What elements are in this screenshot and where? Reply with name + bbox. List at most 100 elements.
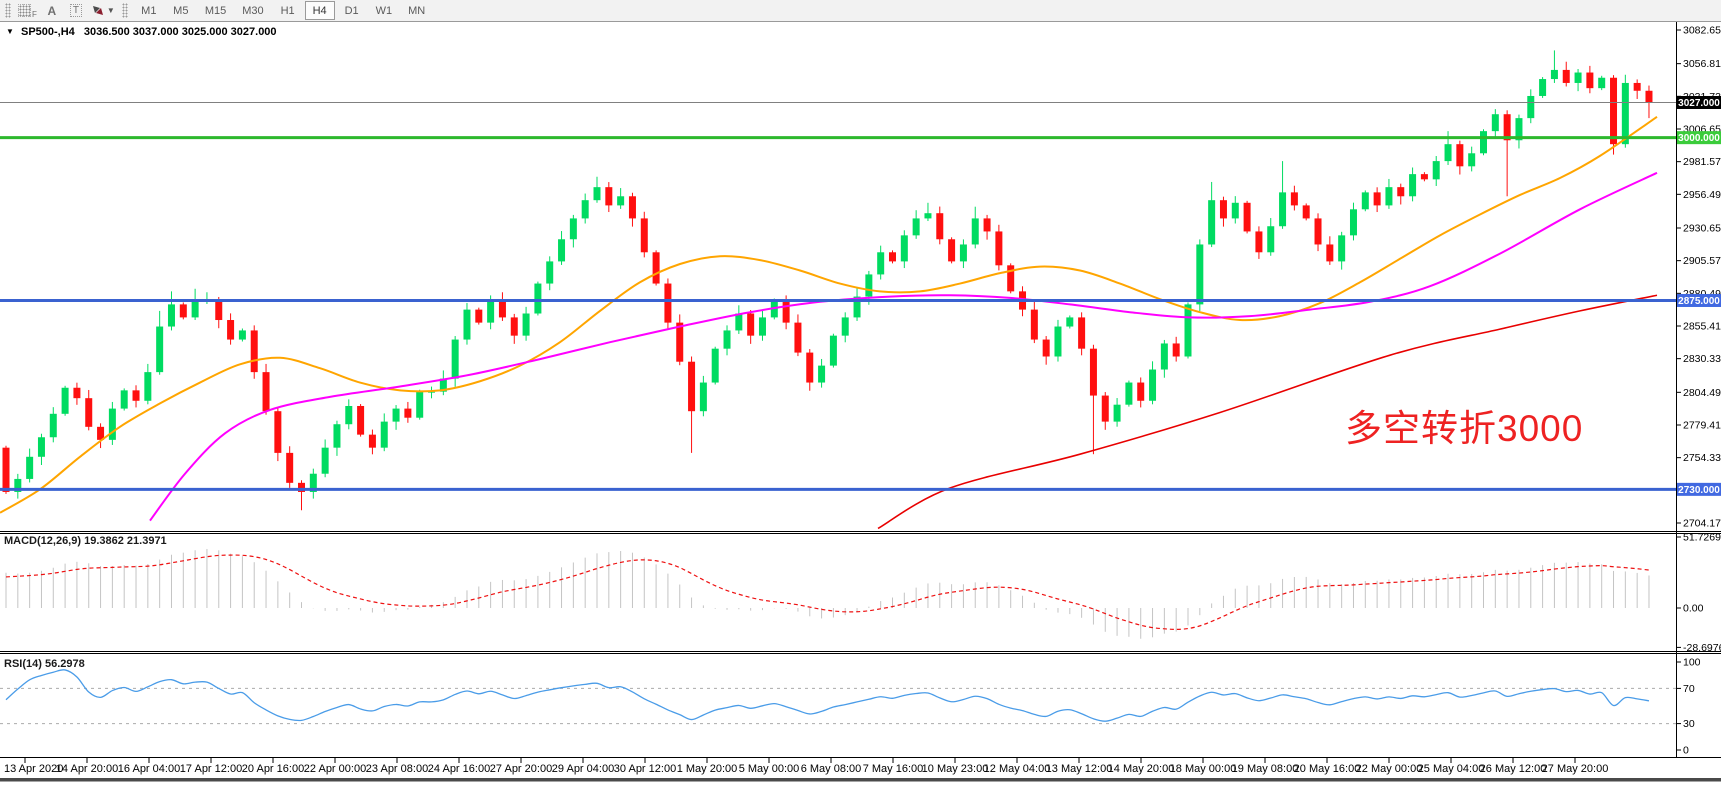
time-label: 10 May 23:00 <box>922 763 989 775</box>
candle <box>144 372 151 401</box>
ohlc-values: 3036.500 3037.000 3025.000 3027.000 <box>84 26 277 38</box>
candle <box>582 200 589 218</box>
candle <box>3 448 10 492</box>
timeframe-M30[interactable]: M30 <box>235 1 270 20</box>
candle <box>1409 174 1416 196</box>
price-tick-label: 2956.490 <box>1683 189 1721 201</box>
candle <box>333 424 340 447</box>
letter-a-glyph: A <box>48 4 57 18</box>
price-tick-label: 2930.650 <box>1683 222 1721 234</box>
candle <box>1374 192 1381 205</box>
candle <box>629 196 636 218</box>
candle <box>416 392 423 418</box>
time-label: 16 Apr 04:00 <box>118 763 180 775</box>
candle <box>1267 226 1274 252</box>
candle <box>617 196 624 205</box>
candle <box>1598 78 1605 88</box>
timeframe-D1[interactable]: D1 <box>337 1 367 20</box>
candle <box>523 314 530 336</box>
candle <box>1634 83 1641 91</box>
candle <box>1078 317 1085 348</box>
candle <box>452 340 459 379</box>
candle <box>865 274 872 296</box>
time-label: 20 May 16:00 <box>1294 763 1361 775</box>
rsi-indicator-label: RSI(14) 56.2978 <box>4 658 85 670</box>
candle <box>1338 235 1345 261</box>
candle <box>1350 209 1357 235</box>
price-badge-label: 2875.000 <box>1678 296 1720 307</box>
price-badge-label: 3027.000 <box>1678 98 1720 109</box>
candle <box>227 320 234 340</box>
time-label: 1 May 20:00 <box>677 763 738 775</box>
candle <box>239 330 246 339</box>
candle <box>806 353 813 383</box>
candle <box>1539 79 1546 96</box>
cycle-arrows-icon[interactable]: ▼ <box>89 1 117 20</box>
candle <box>546 261 553 283</box>
candle <box>830 336 837 366</box>
toolbar-drag-handle[interactable] <box>5 3 11 18</box>
candle <box>168 304 175 326</box>
indicator-grid-icon[interactable]: F <box>16 1 39 20</box>
candle <box>948 239 955 261</box>
chart-window[interactable]: 3082.6503056.8103031.7303006.6502981.570… <box>0 22 1721 783</box>
timeframe-M1[interactable]: M1 <box>134 1 164 20</box>
timeframe-drag-handle[interactable] <box>122 3 128 18</box>
candle <box>877 252 884 274</box>
candle <box>357 406 364 435</box>
candle <box>735 314 742 331</box>
candle <box>133 390 140 400</box>
price-tick-label: 2779.410 <box>1683 419 1721 431</box>
text-label-icon[interactable]: A <box>41 1 63 20</box>
grid-f-label: F <box>32 10 37 19</box>
candle <box>286 453 293 483</box>
timeframe-W1[interactable]: W1 <box>369 1 400 20</box>
timeframe-MN[interactable]: MN <box>401 1 432 20</box>
candle <box>1433 161 1440 179</box>
timeframe-H4[interactable]: H4 <box>305 1 335 20</box>
candle <box>26 457 33 479</box>
candle <box>641 218 648 252</box>
price-tick-label: 3056.810 <box>1683 58 1721 70</box>
macd-name: MACD(12,26,9) <box>4 535 81 547</box>
candle <box>676 323 683 362</box>
candle <box>1220 200 1227 218</box>
candle <box>1527 96 1534 118</box>
collapse-arrow-icon[interactable]: ▼ <box>6 27 14 36</box>
time-label: 14 Apr 20:00 <box>56 763 118 775</box>
candle <box>1303 205 1310 218</box>
time-label: 22 May 00:00 <box>1356 763 1423 775</box>
candle <box>1291 192 1298 205</box>
timeframe-M5[interactable]: M5 <box>166 1 196 20</box>
candle <box>1445 144 1452 161</box>
candle <box>1563 70 1570 83</box>
price-tick-label: 2855.410 <box>1683 320 1721 332</box>
candle <box>842 317 849 335</box>
time-label: 26 May 12:00 <box>1480 763 1547 775</box>
time-label: 19 May 08:00 <box>1232 763 1299 775</box>
candle <box>1137 383 1144 401</box>
time-label: 20 Apr 16:00 <box>242 763 304 775</box>
text-box-icon[interactable]: T <box>65 1 87 20</box>
candle <box>1043 340 1050 357</box>
timeframe-H1[interactable]: H1 <box>273 1 303 20</box>
macd-indicator-label: MACD(12,26,9) 19.3862 21.3971 <box>4 535 167 547</box>
candle <box>274 411 281 453</box>
candle <box>1114 405 1121 422</box>
timeframe-M15[interactable]: M15 <box>198 1 233 20</box>
candle <box>1326 244 1333 261</box>
moving-averages <box>0 117 1657 529</box>
candle <box>1480 131 1487 153</box>
candle <box>1551 70 1558 79</box>
candle <box>1208 200 1215 244</box>
candle <box>664 284 671 323</box>
candle <box>570 218 577 239</box>
candle <box>1244 203 1251 232</box>
candle <box>759 317 766 335</box>
candle <box>1255 231 1262 252</box>
dotted-grid-glyph <box>18 4 31 17</box>
candle <box>192 300 199 317</box>
candle <box>511 317 518 335</box>
candle <box>487 300 494 322</box>
